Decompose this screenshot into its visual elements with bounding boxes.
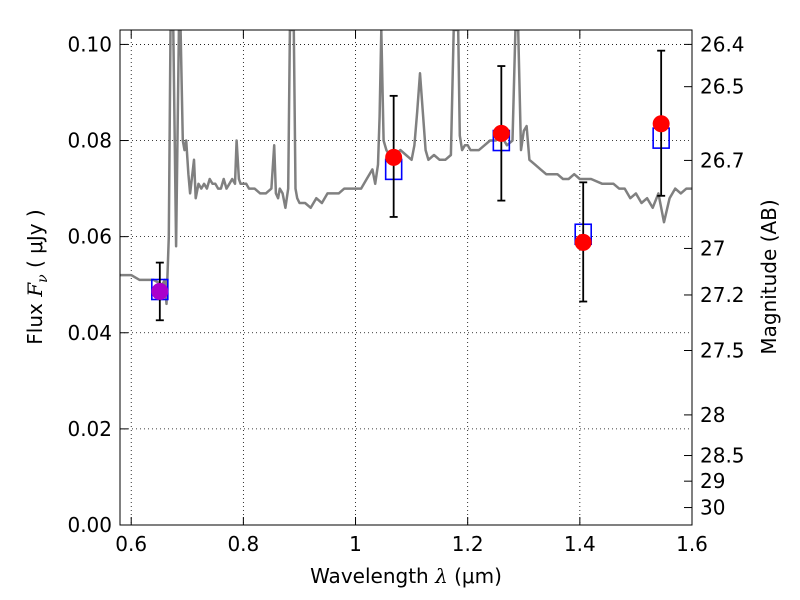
x-tick-label: 1.2 <box>452 532 484 556</box>
observed-flux-point <box>652 115 670 133</box>
x-tick-label: 1.4 <box>564 532 596 556</box>
right-axis-label: Magnitude (AB) <box>757 199 781 354</box>
y-tick-label: 0.00 <box>67 513 112 537</box>
observed-flux-point <box>385 148 403 166</box>
right-tick-label: 26.5 <box>700 75 745 99</box>
observed-flux-point <box>492 124 510 142</box>
y-axis-label: Flux Fν ( μJy ) <box>23 209 51 344</box>
right-tick-label: 27.5 <box>700 339 745 363</box>
y-tick-label: 0.04 <box>67 321 112 345</box>
x-axis-label: Wavelength λ (μm) <box>310 564 502 588</box>
y-tick-label: 0.08 <box>67 129 112 153</box>
x-tick-label: 1 <box>349 532 362 556</box>
right-tick-label: 28 <box>700 403 725 427</box>
x-tick-label: 1.6 <box>676 532 708 556</box>
right-tick-label: 29 <box>700 469 725 493</box>
right-tick-label: 27.2 <box>700 283 745 307</box>
model-spectrum-line <box>120 30 692 306</box>
observed-flux-point <box>151 282 169 300</box>
x-tick-label: 0.6 <box>115 532 147 556</box>
y-tick-label: 0.10 <box>67 32 112 56</box>
observed-flux-point <box>574 233 592 251</box>
right-tick-label: 27 <box>700 236 725 260</box>
x-tick-label: 0.8 <box>227 532 259 556</box>
right-tick-label: 30 <box>700 496 725 520</box>
model-spectrum-layer <box>120 30 692 306</box>
right-tick-label: 26.7 <box>700 148 745 172</box>
right-tick-label: 28.5 <box>700 444 745 468</box>
plot-frame <box>119 29 693 526</box>
axis-ticks: 0.6 0.8 1 1.2 1.4 1.6 0.00 0.02 0.04 0.06 0.08 0.10… <box>67 30 745 556</box>
y-tick-label: 0.06 <box>67 225 112 249</box>
right-tick-label: 26.4 <box>700 32 745 56</box>
y-tick-label: 0.02 <box>67 417 112 441</box>
data-markers-layer <box>151 49 670 322</box>
